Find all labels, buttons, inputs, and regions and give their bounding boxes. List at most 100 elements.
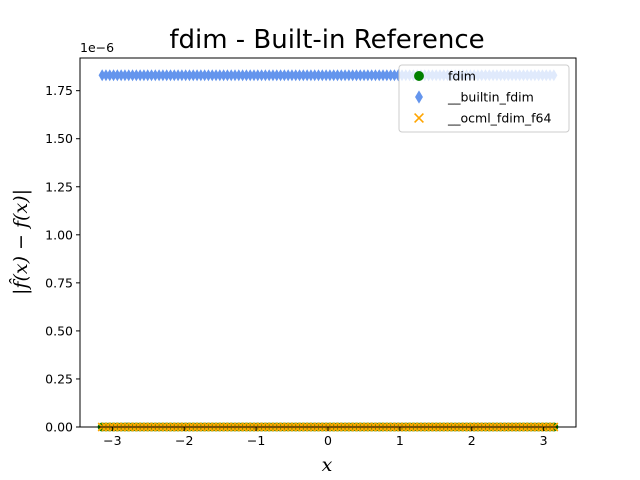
y-tick-label: 0.25 <box>45 371 73 386</box>
data-point <box>284 69 292 82</box>
legend-marker <box>415 90 423 104</box>
data-point <box>212 69 220 82</box>
data-point <box>189 69 197 82</box>
data-point <box>147 69 156 82</box>
data-point <box>292 69 300 82</box>
data-point <box>387 69 395 82</box>
data-point <box>113 69 121 82</box>
data-point <box>128 69 137 82</box>
data-point <box>360 69 368 82</box>
data-point <box>201 69 209 82</box>
data-point <box>246 69 254 82</box>
data-point <box>174 69 182 82</box>
data-point <box>314 69 323 82</box>
y-tick-label: 1.00 <box>45 227 73 242</box>
data-point <box>231 69 239 82</box>
data-point <box>352 69 361 82</box>
data-point <box>288 69 296 82</box>
data-point <box>178 69 186 82</box>
data-point <box>276 69 285 82</box>
legend-item: __ocml_fdim_f64 <box>414 111 552 126</box>
data-point <box>223 69 232 82</box>
data-point <box>330 69 338 82</box>
legend-label: fdim <box>448 69 476 84</box>
legend-box <box>398 64 570 133</box>
y-tick-label: 0.50 <box>45 323 73 338</box>
data-point <box>322 69 330 82</box>
data-point <box>326 69 334 82</box>
data-point <box>299 69 307 82</box>
x-tick-label: −2 <box>175 433 193 448</box>
data-point <box>383 69 391 82</box>
chart-title: fdim - Built-in Reference <box>169 25 484 55</box>
data-point <box>349 69 357 82</box>
x-tick-label: 0 <box>324 433 332 448</box>
data-point <box>273 69 281 82</box>
legend: fdim __builtin_fdim __ocml_fdim_f64 <box>398 64 570 133</box>
data-point <box>136 69 144 82</box>
x-tick-label: 1 <box>396 433 404 448</box>
legend-marker <box>414 71 424 81</box>
x-axis: −3 −2 −1 0 1 2 3 <box>103 427 548 448</box>
data-point <box>121 69 129 82</box>
data-point <box>220 69 228 82</box>
y-axis-label: |f̂(x) − f(x)| <box>9 189 32 295</box>
data-point <box>170 69 178 82</box>
legend-label: __builtin_fdim <box>447 90 534 105</box>
data-point <box>132 69 140 82</box>
y-tick-label: 1.50 <box>45 131 73 146</box>
data-point <box>166 69 175 82</box>
data-point <box>379 69 387 82</box>
data-point <box>125 69 133 82</box>
data-point <box>254 69 262 82</box>
data-point <box>303 69 311 82</box>
data-point <box>204 69 213 82</box>
x-tick-label: 2 <box>468 433 476 448</box>
data-point <box>375 69 383 82</box>
y-tick-label: 1.75 <box>45 83 73 98</box>
x-tick-label: −1 <box>247 433 265 448</box>
data-point <box>208 69 216 82</box>
data-point <box>151 69 159 82</box>
data-point <box>371 69 380 82</box>
data-point <box>269 69 277 82</box>
data-point <box>261 69 269 82</box>
data-point <box>140 69 148 82</box>
data-point <box>239 69 247 82</box>
y-tick-label: 0.00 <box>45 420 73 435</box>
data-point <box>216 69 224 82</box>
data-point <box>250 69 258 82</box>
y-offset-label: 1e−6 <box>80 40 114 55</box>
data-point <box>98 69 106 82</box>
data-point <box>155 69 163 82</box>
data-point <box>318 69 326 82</box>
data-point <box>193 69 201 82</box>
data-point <box>311 69 319 82</box>
data-point <box>280 69 288 82</box>
x-tick-label: −3 <box>103 433 121 448</box>
data-point <box>109 69 118 82</box>
data-point <box>333 69 342 82</box>
data-point <box>295 69 304 82</box>
data-point <box>307 69 315 82</box>
data-point <box>356 69 364 82</box>
data-point <box>102 69 110 82</box>
data-point <box>159 69 167 82</box>
data-point <box>337 69 345 82</box>
data-point <box>182 69 190 82</box>
legend-marker <box>414 113 424 123</box>
data-point <box>341 69 349 82</box>
data-point <box>257 69 266 82</box>
data-point <box>235 69 243 82</box>
y-axis: 0.00 0.25 0.50 0.75 1.00 1.25 1.50 1.75 <box>45 83 80 435</box>
data-point <box>106 69 114 82</box>
x-tick-label: 3 <box>540 433 548 448</box>
y-tick-label: 1.25 <box>45 179 73 194</box>
plot-area <box>79 57 577 432</box>
data-point <box>390 69 399 82</box>
data-point <box>242 69 250 82</box>
x-axis-label: x <box>322 454 333 476</box>
legend-item: __builtin_fdim <box>415 90 534 105</box>
data-point <box>197 69 205 82</box>
